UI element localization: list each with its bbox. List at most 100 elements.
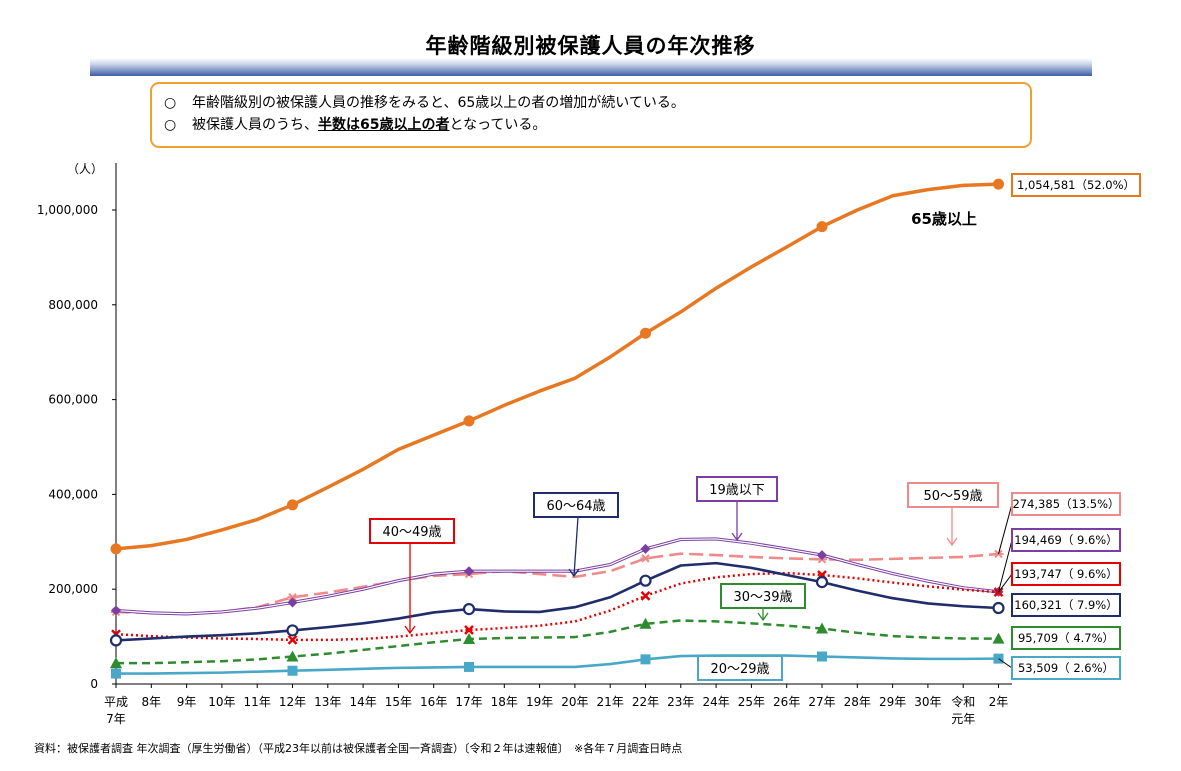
summary-text-1: 年齢階級別の被保護人員の推移をみると、65歳以上の者の増加が続いている。	[192, 95, 685, 111]
series-2-marker	[111, 605, 121, 616]
annotation-4-label: 40～49歳	[382, 525, 441, 540]
series-6-marker	[640, 654, 651, 665]
x-tick-label: 2年	[989, 695, 1009, 709]
y-tick-label: 0	[90, 677, 98, 691]
series-3-end-label: 193,747（ 9.6%）	[1014, 567, 1117, 581]
annotation-2-label: 19歳以下	[709, 483, 765, 498]
x-tick-label: 8年	[141, 695, 161, 709]
source-footnote: 資料：被保護者調査 年次調査（厚生労働省）（平成23年以前は被保護者全国一斉調査…	[34, 742, 683, 755]
x-tick-label: 23年	[667, 695, 694, 709]
page-title: 年齢階級別被保護人員の年次推移	[425, 34, 756, 58]
summary-line-1: ○ 年齢階級別の被保護人員の推移をみると、65歳以上の者の増加が続いている。	[164, 92, 1030, 114]
annotation-6-box	[697, 655, 783, 681]
series-2-end-label: 194,469（ 9.6%）	[1014, 533, 1117, 547]
series-3-marker	[287, 635, 298, 645]
x-tick-label: 13年	[314, 695, 341, 709]
x-tick-label: 9年	[177, 695, 197, 709]
series-0-end-label: 1,054,581（52.0%）	[1017, 178, 1135, 192]
series-0-marker	[463, 415, 475, 427]
x-tick-label: 元年	[951, 712, 975, 726]
summary-box: ○ 年齢階級別の被保護人員の推移をみると、65歳以上の者の増加が続いている。 ○ 被…	[150, 82, 1032, 148]
series-4-marker	[286, 624, 299, 637]
y-tick-label: 200,000	[48, 582, 98, 596]
series-4-marker	[815, 575, 829, 589]
x-tick-label: 30年	[914, 695, 941, 709]
series-1-line	[115, 552, 999, 616]
series-5-marker	[639, 617, 652, 629]
series-2-line-inner	[115, 538, 999, 615]
series-2-marker	[640, 543, 651, 554]
series-5-marker	[992, 632, 1005, 644]
annotation-3-arrow	[573, 516, 579, 577]
summary-line-2: ○ 被保護人員のうち、半数は65歳以上の者となっている。	[164, 114, 1030, 136]
series-0-marker	[287, 499, 298, 511]
series-6-marker	[817, 651, 827, 662]
series-3-end-label-box	[1011, 562, 1121, 586]
annotation-5-label: 30～39歳	[733, 590, 792, 605]
series-2-marker	[817, 550, 827, 561]
series-0-end-label-box	[1011, 173, 1141, 197]
y-tick-label: 800,000	[48, 298, 98, 312]
series-1-end-label: 274,385（13.5%）	[1012, 497, 1119, 511]
annotation-2-arrowhead	[731, 532, 743, 542]
x-tick-label: 12年	[279, 695, 306, 709]
series-4-marker	[639, 574, 652, 587]
annotation-1-box	[907, 482, 999, 508]
x-tick-label: 平成	[104, 695, 128, 709]
series-4-marker	[462, 603, 476, 616]
series-5-line	[116, 619, 999, 665]
series-5-end-label-box	[1011, 626, 1121, 650]
y-axis-unit: （人）	[67, 162, 103, 176]
bullet-circle: ○	[164, 95, 177, 111]
annotation-3-arrowhead	[568, 568, 580, 578]
series-3-leader-line	[998, 573, 1013, 593]
y-tick-label: 600,000	[48, 393, 98, 407]
annotation-1-arrowhead	[946, 537, 958, 547]
series-0-marker	[993, 178, 1004, 190]
annotation-6-label: 20～29歳	[710, 662, 769, 677]
series-1-marker	[641, 554, 650, 563]
series-4-marker	[992, 601, 1005, 615]
x-tick-label: 22年	[632, 695, 659, 709]
series-1-leader-line	[998, 503, 1013, 555]
series-4-end-label-box	[1011, 593, 1121, 617]
x-tick-label: 14年	[349, 695, 376, 709]
annotation-1-label: 50～59歳	[923, 489, 982, 504]
annotation-3-box	[533, 492, 619, 518]
series-4-marker	[109, 634, 123, 647]
series-5-marker	[463, 632, 475, 644]
series-5-end-label: 95,709（ 4.7%）	[1018, 631, 1114, 645]
series-3-marker	[640, 590, 651, 601]
x-tick-label: 15年	[385, 695, 412, 709]
y-tick-label: 400,000	[48, 487, 98, 501]
series-3-marker	[464, 625, 474, 635]
series-3-line	[115, 571, 999, 642]
x-tick-label: 25年	[738, 695, 765, 709]
x-tick-label: 18年	[491, 695, 518, 709]
x-tick-label: 10年	[208, 695, 235, 709]
series-6-end-label: 53,509（ 2.6%）	[1018, 661, 1114, 675]
series-5-marker	[110, 657, 122, 669]
series-6-marker	[287, 665, 298, 676]
x-tick-label: 28年	[844, 695, 871, 709]
series-5-marker	[816, 622, 828, 634]
series-6-marker	[464, 661, 474, 672]
x-tick-label: 20年	[561, 695, 588, 709]
x-tick-label: 7年	[106, 712, 126, 726]
series-6-marker	[111, 668, 121, 679]
y-tick-label: 1,000,000	[37, 203, 98, 217]
x-tick-label: 令和	[951, 694, 975, 709]
x-tick-label: 29年	[879, 695, 906, 709]
series-6-leader-line	[998, 658, 1013, 669]
series-5-marker	[286, 650, 299, 662]
series-0-marker	[640, 327, 651, 339]
x-tick-label: 17年	[455, 695, 482, 709]
x-tick-label: 21年	[597, 695, 624, 709]
series-1-marker	[288, 593, 297, 602]
series-0-marker	[816, 221, 828, 233]
series-2-marker	[287, 597, 298, 608]
series-0-marker	[110, 543, 122, 555]
series-2-marker	[464, 566, 474, 577]
series-6-line	[116, 654, 999, 675]
